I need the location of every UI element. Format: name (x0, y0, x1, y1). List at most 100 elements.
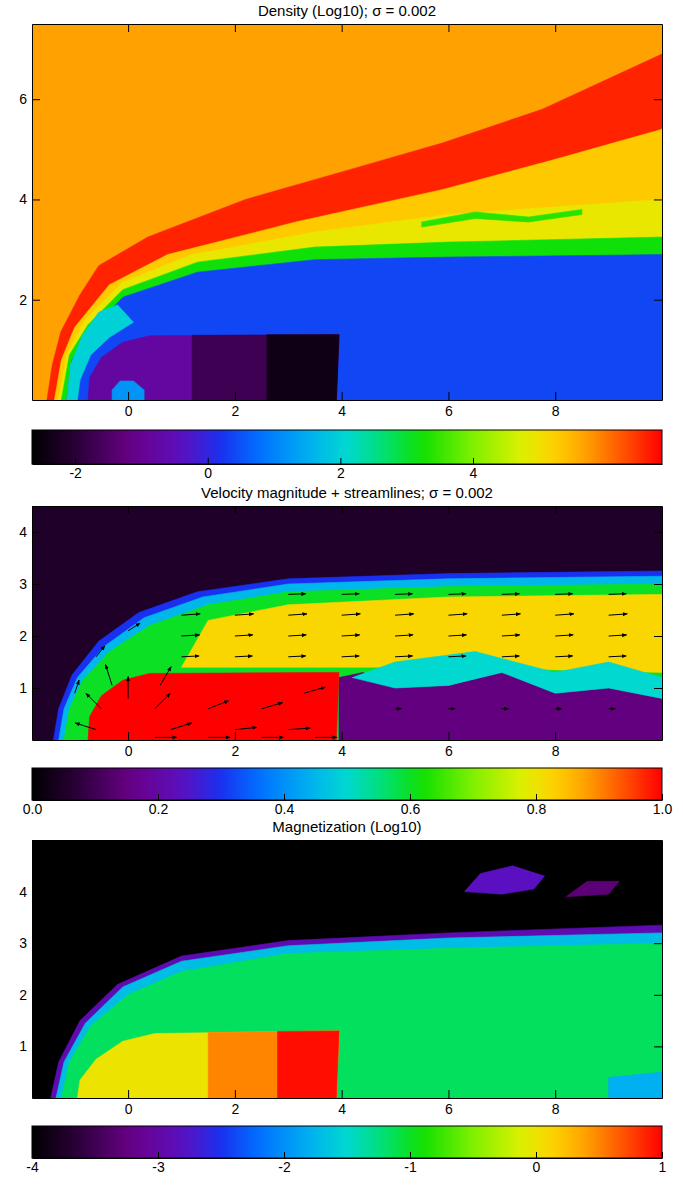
tick (128, 24, 129, 32)
tick-label: 0 (125, 1101, 133, 1117)
axis (654, 841, 663, 1099)
velocity-arrow (262, 703, 283, 709)
tick: 8 (552, 392, 560, 419)
tick (654, 584, 662, 585)
velocity-arrow (288, 635, 306, 636)
axis (33, 506, 663, 514)
velocity-arrow (448, 635, 466, 636)
panel-title: Velocity magnitude + streamlines; σ = 0.… (201, 484, 493, 501)
tick: 1.0 (653, 794, 673, 817)
tick-mark (158, 794, 159, 800)
tick-label: 1.0 (653, 801, 673, 817)
tick-mark (128, 840, 129, 848)
tick: -1 (404, 1152, 417, 1175)
axis-line (32, 841, 33, 1099)
tick: 0 (125, 1090, 133, 1117)
velocity-arrow (448, 655, 466, 657)
tick: 0 (204, 458, 212, 481)
tick-mark (32, 995, 40, 996)
velocity-arrow (75, 723, 96, 730)
tick-mark (32, 1046, 40, 1047)
tick-mark (32, 584, 40, 585)
tick-mark (32, 1152, 33, 1158)
tick-mark (128, 506, 129, 514)
tick (555, 506, 556, 514)
tick-label: 0 (125, 403, 133, 419)
panel: 02468246Density (Log10); σ = 0.002-2024 (19, 2, 662, 481)
plot-area (32, 506, 662, 740)
field-region (61, 943, 662, 1098)
axis-line (662, 507, 663, 741)
tick: 8 (552, 732, 560, 759)
velocity-arrow (181, 635, 199, 636)
tick-mark (555, 392, 556, 400)
panel-title: Density (Log10); σ = 0.002 (258, 2, 436, 19)
tick: 1 (659, 1152, 667, 1175)
tick-mark (128, 1090, 129, 1098)
tick: 6 (445, 1090, 453, 1117)
tick: 6 (445, 392, 453, 419)
tick-label: -3 (152, 1159, 165, 1175)
tick-mark (128, 392, 129, 400)
velocity-arrow (555, 655, 573, 657)
tick: 0.0 (23, 794, 43, 817)
tick: 4 (19, 884, 40, 900)
velocity-arrow (448, 593, 466, 595)
tick (654, 995, 662, 996)
tick (342, 24, 343, 32)
velocity-arrow (181, 655, 199, 657)
tick-mark (536, 1152, 537, 1158)
field-region (47, 54, 662, 400)
tick-mark (410, 794, 411, 800)
velocity-arrow (155, 737, 177, 738)
tick: 3 (19, 576, 40, 592)
panel-title: Magnetization (Log10) (272, 818, 421, 835)
axis: -2024 (33, 458, 663, 481)
tick: 0.4 (275, 794, 295, 817)
tick: 6 (19, 91, 40, 107)
velocity-arrow (128, 676, 129, 698)
tick-mark (284, 1152, 285, 1158)
tick-label: 1 (19, 1038, 27, 1054)
velocity-arrow (502, 593, 520, 595)
streamlines (75, 594, 628, 738)
panel: 024681234Velocity magnitude + streamline… (19, 484, 672, 817)
tick: -4 (26, 1152, 39, 1175)
field-region (53, 571, 662, 740)
tick: 4 (338, 1090, 346, 1117)
tick: 0 (533, 1152, 541, 1175)
tick (654, 532, 662, 533)
tick-mark (235, 24, 236, 32)
velocity-arrow (609, 593, 627, 595)
tick: 0.2 (149, 794, 169, 817)
tick-mark (654, 636, 662, 637)
velocity-arrow (105, 665, 112, 686)
tick-label: 4 (338, 403, 346, 419)
axis-line (32, 25, 33, 401)
tick (342, 506, 343, 514)
tick-mark (158, 1152, 159, 1158)
tick-mark (654, 99, 662, 100)
tick-mark (342, 840, 343, 848)
velocity-arrow (235, 727, 257, 729)
tick-mark (32, 892, 40, 893)
tick-mark (654, 943, 662, 944)
velocity-arrow (96, 646, 105, 657)
field-region (208, 1031, 339, 1098)
axis (654, 507, 663, 741)
tick-mark (235, 1090, 236, 1098)
field-region (59, 199, 662, 400)
tick-label: 6 (445, 403, 453, 419)
velocity-arrow (609, 708, 616, 709)
field-region (267, 335, 339, 400)
velocity-arrow (609, 635, 627, 636)
tick: -2 (278, 1152, 291, 1175)
tick-mark (284, 794, 285, 800)
tick-label: 2 (231, 403, 239, 419)
tick: 6 (445, 732, 453, 759)
tick-label: 1 (659, 1159, 667, 1175)
field-region (192, 335, 339, 400)
tick-mark (342, 1090, 343, 1098)
tick: -2 (69, 458, 82, 481)
axis: 0.00.20.40.60.81.0 (23, 794, 673, 817)
